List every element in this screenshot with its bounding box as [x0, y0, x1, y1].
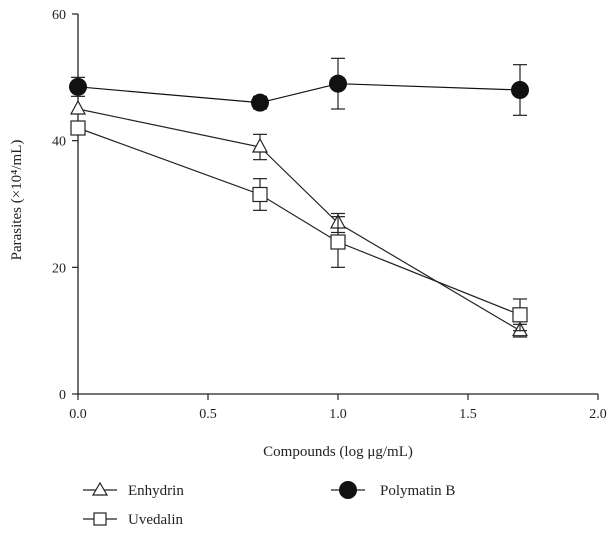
legend-label-enhydrin: Enhydrin — [128, 483, 184, 499]
legend-label-uvedalin: Uvedalin — [128, 512, 183, 528]
data-point — [252, 186, 268, 203]
x-tick-label: 0.5 — [199, 407, 217, 422]
triangle-marker-icon — [91, 481, 109, 496]
y-tick-label: 20 — [52, 261, 66, 276]
series-line-polymatin-b — [77, 83, 521, 104]
legend: Enhydrin Uvedalin Polymatin B — [83, 481, 455, 528]
series-layer — [69, 57, 529, 338]
legend-label-polymatin-b: Polymatin B — [380, 483, 455, 499]
y-axis-title: Parasites (×10⁴/mL) — [9, 140, 25, 261]
circle-marker-icon — [339, 481, 357, 499]
legend-item-uvedalin: Uvedalin — [83, 512, 183, 528]
series-line-uvedalin — [77, 127, 521, 316]
series-line-enhydrin — [77, 108, 521, 332]
y-ticks: 0 20 40 60 — [52, 8, 78, 403]
legend-item-polymatin-b: Polymatin B — [331, 481, 455, 499]
data-point — [70, 120, 86, 136]
square-marker-icon — [93, 512, 107, 526]
data-point — [512, 307, 528, 323]
legend-item-enhydrin: Enhydrin — [83, 481, 184, 499]
axes: 0.0 0.5 1.0 1.5 2.0 0 20 40 60 — [52, 8, 607, 422]
data-point — [329, 74, 347, 93]
data-point — [69, 99, 87, 115]
x-axis-title: Compounds (log μg/mL) — [263, 444, 413, 460]
x-tick-label: 2.0 — [589, 407, 607, 422]
series-enhydrin — [69, 99, 529, 338]
data-point — [330, 234, 346, 250]
data-point — [69, 77, 87, 96]
x-tick-label: 1.5 — [459, 407, 477, 422]
data-point — [251, 93, 269, 112]
series-uvedalin — [70, 120, 528, 332]
y-tick-label: 60 — [52, 8, 66, 23]
y-tick-label: 40 — [52, 135, 66, 150]
x-tick-label: 0.0 — [69, 407, 87, 422]
x-ticks: 0.0 0.5 1.0 1.5 2.0 — [69, 394, 607, 422]
data-point — [511, 81, 529, 99]
data-point — [251, 137, 269, 153]
series-polymatin-b — [69, 57, 529, 116]
x-tick-label: 1.0 — [329, 407, 347, 422]
y-tick-label: 0 — [59, 388, 66, 403]
